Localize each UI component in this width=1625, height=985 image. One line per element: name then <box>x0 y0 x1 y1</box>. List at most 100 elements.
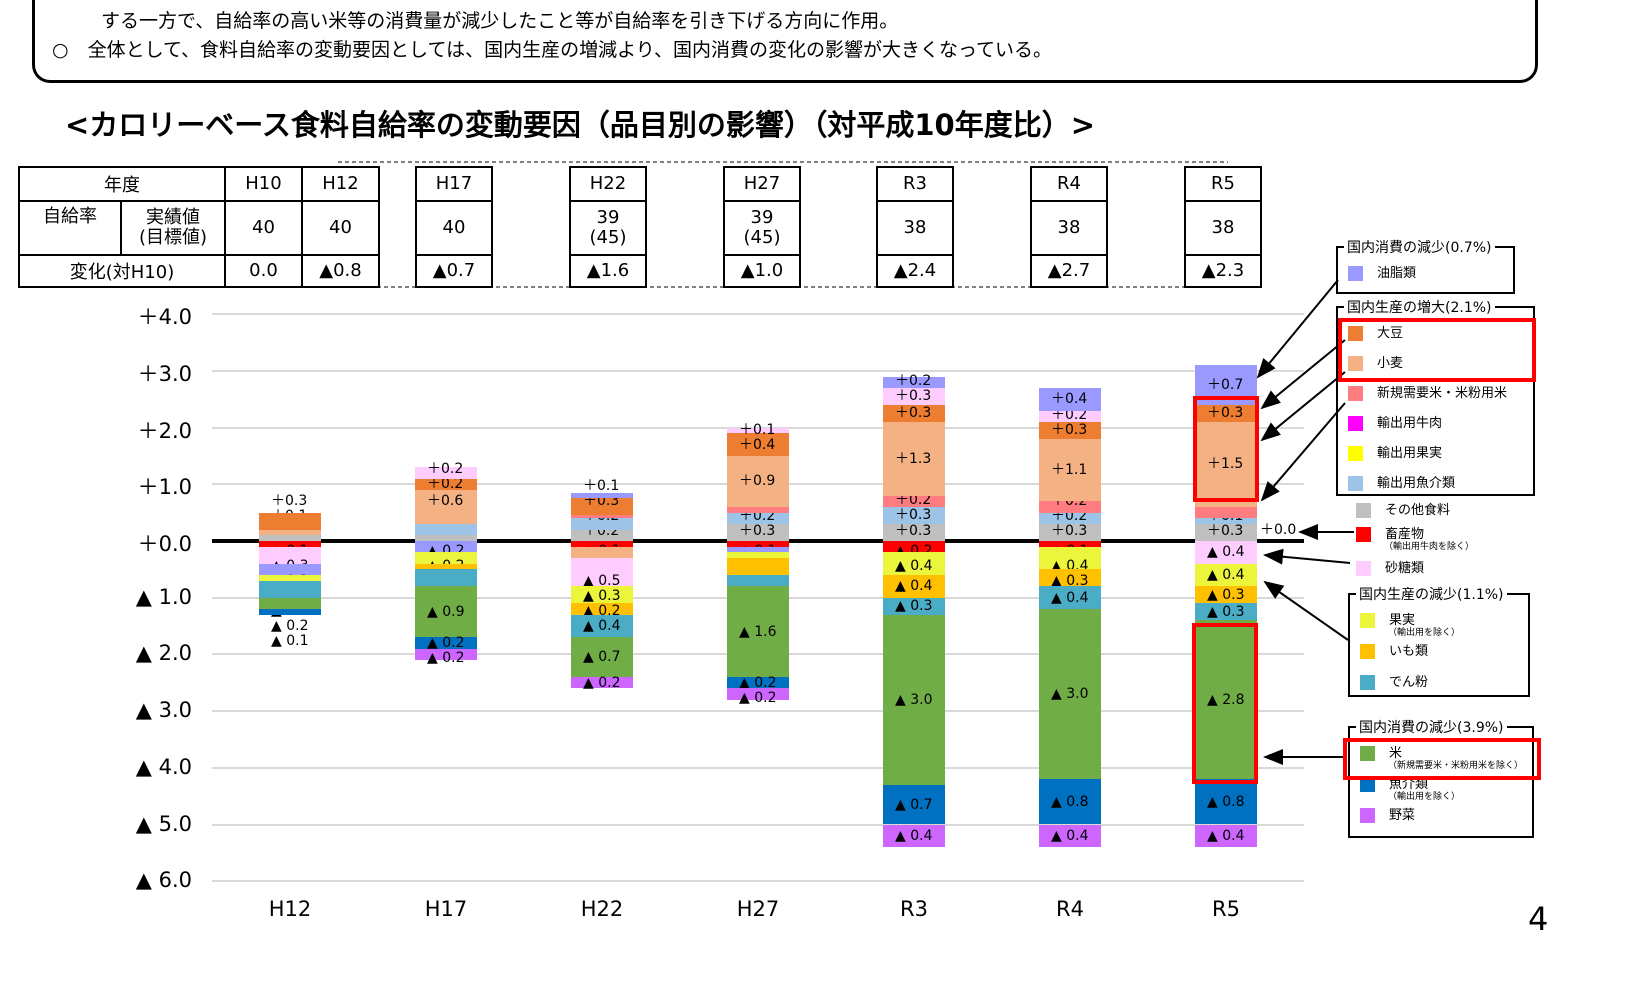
note-2: ○ 全体として、食料自給率の変動要因としては、国内生産の増減より、国内消費の変化… <box>52 39 1053 61</box>
bar-segment-soy <box>259 512 321 530</box>
bar-segment-starch <box>571 614 633 638</box>
y-tick-label: ▲ 3.0 <box>135 698 192 723</box>
bar-segment-soy <box>1039 421 1101 439</box>
bar-segment-rice <box>571 637 633 678</box>
bar-segment-other <box>1039 523 1101 541</box>
header-year: 年度 <box>18 166 226 202</box>
bar-segment-wheat <box>727 455 789 507</box>
legend-label: 小麦 <box>1377 356 1404 371</box>
bar-segment-veg <box>883 824 945 848</box>
bar-segment-veg <box>571 677 633 689</box>
legend-sublabel: （輸出用牛肉を除く） <box>1384 542 1475 552</box>
swatch <box>1356 527 1371 542</box>
change-cell: ▲1.6 <box>569 254 647 288</box>
data-label: ＋0.2 <box>427 476 464 493</box>
swatch <box>1348 386 1363 401</box>
swatch <box>1360 777 1375 792</box>
data-label: ▲ 0.8 <box>1207 793 1245 810</box>
bar-segment-fruit <box>1195 563 1257 587</box>
legend-label: 野菜 <box>1389 808 1416 823</box>
legend-sublabel: （輸出用を除く） <box>1388 628 1461 638</box>
bar-segment-other <box>883 523 945 541</box>
bar-segment-oil <box>571 492 633 499</box>
data-label: ▲ 0.3 <box>583 588 621 604</box>
bar-segment-oil <box>259 563 321 575</box>
bar-segment-rice <box>727 586 789 678</box>
legend-label: いも類 <box>1389 644 1429 659</box>
swatch <box>1356 503 1371 518</box>
legend-sublabel: （輸出用を除く） <box>1388 792 1461 802</box>
rate-cell: 40 <box>415 200 493 256</box>
gridline <box>212 823 1304 826</box>
data-label: ＋1.3 <box>895 450 932 467</box>
bar-segment-potato <box>1195 586 1257 604</box>
data-label: ＋0.3 <box>895 507 932 524</box>
bar-segment-fish <box>259 609 321 615</box>
y-tick-label: ▲ 5.0 <box>135 811 192 836</box>
y-tick-label: ▲ 6.0 <box>135 868 192 893</box>
bar-segment-sugar <box>415 467 477 479</box>
data-label: ＋0.2 <box>895 492 932 509</box>
x-tick-label: H27 <box>736 897 780 921</box>
year-cell: R5 <box>1184 166 1262 202</box>
data-label: ▲ 0.2 <box>427 650 465 667</box>
y-tick-label: ▲ 1.0 <box>135 584 192 609</box>
bar-segment-sugar <box>1039 410 1101 422</box>
bar-segment-other <box>259 535 321 541</box>
bar-segment-rice <box>1195 620 1257 780</box>
bar-segment-wheat <box>1039 438 1101 502</box>
data-label: ▲ 0.8 <box>1051 793 1089 810</box>
legend-item-fish: 魚介類 （輸出用を除く） <box>1360 773 1460 803</box>
data-label: ＋0.3 <box>1051 523 1088 539</box>
bar-segment-potato <box>1039 569 1101 587</box>
legend-label: 大豆 <box>1377 326 1404 341</box>
bar-segment-rice <box>1039 609 1101 780</box>
bar-segment-fish <box>883 784 945 825</box>
bar-segment-potato <box>727 558 789 575</box>
bar-segment-fish <box>415 637 477 649</box>
data-label: ＋0.1 <box>739 421 776 438</box>
data-label: ▲ 0.3 <box>1207 586 1245 603</box>
bar-segment-sugar <box>259 546 321 564</box>
data-label: ＋0.2 <box>1051 407 1088 424</box>
table-block: H27 39 (45) ▲1.0 <box>723 166 801 288</box>
bar-segment-wheat <box>259 529 321 536</box>
y-tick-label: ＋3.0 <box>137 361 192 386</box>
change-cell: ▲1.0 <box>723 254 801 288</box>
change-cell: ▲2.7 <box>1030 254 1108 288</box>
bar-segment-livestock <box>571 541 633 547</box>
bar-segment-newrice <box>727 506 789 513</box>
year-cell: H22 <box>569 166 647 202</box>
table-block: 年度 H10 H12 自給率 実績値 (目標値) 40 40 変化(対H10) 0.0 ▲0.… <box>18 166 380 288</box>
year-cell: R4 <box>1030 166 1108 202</box>
swatch <box>1360 613 1375 628</box>
gridline <box>212 313 1304 316</box>
rate-cell: 40 <box>301 200 380 256</box>
bar-segment-sugar <box>1195 541 1257 564</box>
bar-segment-fruit <box>571 586 633 604</box>
bar-segment-starch <box>259 580 321 598</box>
bar-segment-veg <box>727 688 789 700</box>
legend-item-exbeef: 輸出用牛肉 <box>1348 412 1442 431</box>
bar-segment-soy <box>415 478 477 490</box>
data-label: ＋0.3 <box>739 523 776 539</box>
swatch <box>1360 808 1375 823</box>
legend-item-oil: 油脂類 <box>1348 262 1416 281</box>
bar-segment-fish <box>1039 779 1101 825</box>
y-tick-label: ＋4.0 <box>137 305 192 330</box>
bar-segment-livestock <box>883 541 945 553</box>
table-block: H17 40 ▲0.7 <box>415 166 493 288</box>
legend-item-exfish: 輸出用魚介類 <box>1348 472 1455 491</box>
data-label: ▲ 0.4 <box>1051 827 1089 844</box>
legend-highlight-rice <box>1343 738 1541 780</box>
data-label: ▲ 0.4 <box>895 578 933 595</box>
bar-segment-exfish <box>1039 512 1101 524</box>
data-label: ＋0.1 <box>583 478 620 494</box>
swatch <box>1360 675 1375 690</box>
legend-label: 新規需要米・米粉用米 <box>1377 386 1508 401</box>
bar-segment-soy <box>727 433 789 456</box>
bar-segment-other <box>415 535 477 541</box>
bar-segment-sugar <box>883 387 945 405</box>
data-label: ▲ 0.4 <box>1051 589 1089 606</box>
highlight-rice <box>1192 623 1258 784</box>
